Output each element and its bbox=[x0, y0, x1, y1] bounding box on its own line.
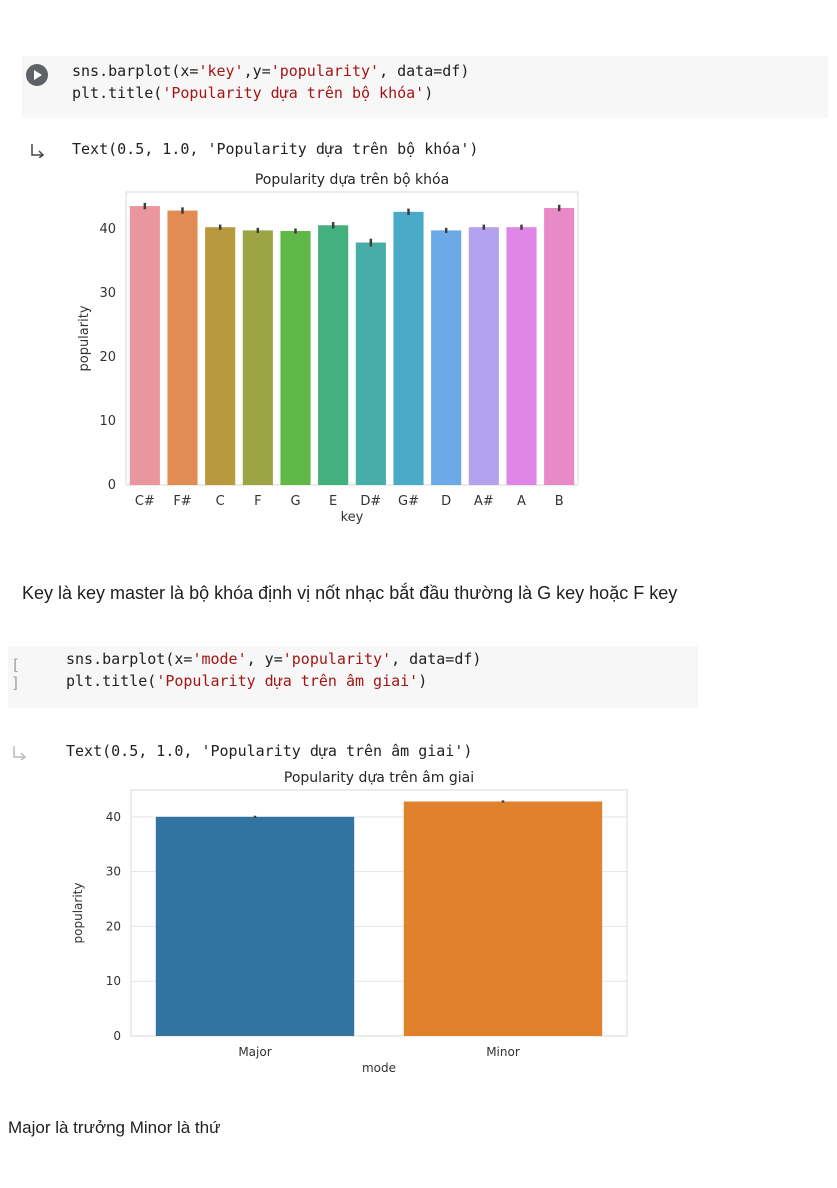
chart-key-popularity: C# F# C F G E D# G# D A# A B 0 10 20 30 40 Popularity dựa… bbox=[77, 172, 579, 525]
bar bbox=[167, 210, 198, 485]
x-tick-label: Minor bbox=[486, 1045, 520, 1059]
bar bbox=[355, 242, 386, 485]
code-string: 'popularity' bbox=[282, 650, 392, 668]
code-token: , data=df) bbox=[379, 62, 470, 80]
chart-title: Popularity dựa trên âm giai bbox=[284, 770, 474, 786]
code-cell-2[interactable] bbox=[8, 646, 698, 708]
code-editor-2[interactable]: sns.barplot(x='mode', y='popularity', da… bbox=[66, 648, 481, 692]
y-tick-label: 30 bbox=[106, 865, 121, 879]
bar bbox=[544, 207, 575, 485]
plot-frame bbox=[125, 191, 579, 486]
x-tick-label: A# bbox=[474, 494, 494, 509]
bar bbox=[155, 816, 355, 1036]
x-tick-label: C bbox=[216, 494, 225, 509]
chart-mode-popularity: Major Minor 0 10 20 30 40 Popularity dựa trên â… bbox=[71, 770, 628, 1075]
code-cell-1[interactable] bbox=[22, 56, 828, 118]
code-string: 'Popularity dựa trên âm giai' bbox=[156, 672, 419, 690]
bar bbox=[468, 227, 499, 485]
chart-title: Popularity dựa trên bộ khóa bbox=[255, 172, 449, 188]
x-tick-label: G# bbox=[398, 494, 419, 509]
code-token: plt.title( bbox=[66, 672, 157, 690]
code-token: plt.title( bbox=[72, 84, 163, 102]
y-tick-label: 0 bbox=[108, 478, 116, 493]
run-cell-button-idle[interactable]: [ ] bbox=[11, 656, 21, 692]
bar bbox=[431, 230, 462, 485]
y-tick-label: 20 bbox=[106, 919, 121, 933]
plot-frame bbox=[130, 789, 628, 1037]
code-token: ) bbox=[424, 84, 434, 102]
y-axis-label: popularity bbox=[77, 305, 92, 371]
output-arrow-icon[interactable] bbox=[30, 142, 46, 159]
x-axis-label: mode bbox=[362, 1061, 396, 1075]
bar bbox=[403, 801, 603, 1036]
bar bbox=[280, 231, 311, 485]
y-tick-label: 10 bbox=[106, 974, 121, 988]
x-tick-label: A bbox=[517, 494, 526, 509]
code-token: ) bbox=[418, 672, 428, 690]
x-tick-label: D# bbox=[360, 494, 381, 509]
code-token: sns.barplot(x= bbox=[66, 650, 193, 668]
y-axis-label: popularity bbox=[71, 883, 85, 944]
bar bbox=[205, 227, 236, 485]
x-tick-label: Major bbox=[238, 1045, 271, 1059]
bar bbox=[129, 206, 160, 486]
code-string: 'key' bbox=[198, 62, 244, 80]
x-tick-label: D bbox=[441, 494, 451, 509]
x-axis-label: key bbox=[341, 510, 364, 525]
bar bbox=[393, 211, 424, 485]
code-token: , data=df) bbox=[391, 650, 482, 668]
y-tick-label: 0 bbox=[113, 1029, 121, 1043]
code-string: 'popularity' bbox=[270, 62, 380, 80]
code-editor-1[interactable]: sns.barplot(x='key',y='popularity', data… bbox=[72, 60, 469, 104]
x-tick-label: E bbox=[329, 494, 337, 509]
y-tick-label: 30 bbox=[99, 286, 116, 301]
x-tick-label: B bbox=[555, 494, 564, 509]
markdown-text-2: Major là trưởng Minor là thứ bbox=[8, 1118, 221, 1137]
code-token: ,y= bbox=[243, 62, 271, 80]
y-tick-label: 10 bbox=[99, 414, 116, 429]
output-text-1: Text(0.5, 1.0, 'Popularity dựa trên bộ k… bbox=[72, 140, 479, 158]
run-cell-button[interactable] bbox=[26, 64, 48, 86]
x-tick-label: F bbox=[254, 494, 261, 509]
bar bbox=[242, 230, 273, 485]
code-string: 'Popularity dựa trên bộ khóa' bbox=[162, 84, 425, 102]
x-tick-label: G bbox=[290, 494, 300, 509]
y-tick-label: 40 bbox=[106, 810, 121, 824]
code-token: sns.barplot(x= bbox=[72, 62, 199, 80]
x-tick-label: F# bbox=[173, 494, 191, 509]
output-arrow-icon[interactable] bbox=[12, 744, 28, 761]
code-token: , y= bbox=[246, 650, 283, 668]
y-tick-label: 20 bbox=[99, 350, 116, 365]
bar bbox=[506, 227, 537, 485]
markdown-text-1: Key là key master là bộ khóa định vị nốt… bbox=[22, 583, 678, 603]
bar bbox=[318, 225, 349, 486]
output-text-2: Text(0.5, 1.0, 'Popularity dựa trên âm g… bbox=[66, 742, 473, 760]
code-string: 'mode' bbox=[192, 650, 247, 668]
y-tick-label: 40 bbox=[99, 222, 116, 237]
x-tick-label: C# bbox=[135, 494, 155, 509]
